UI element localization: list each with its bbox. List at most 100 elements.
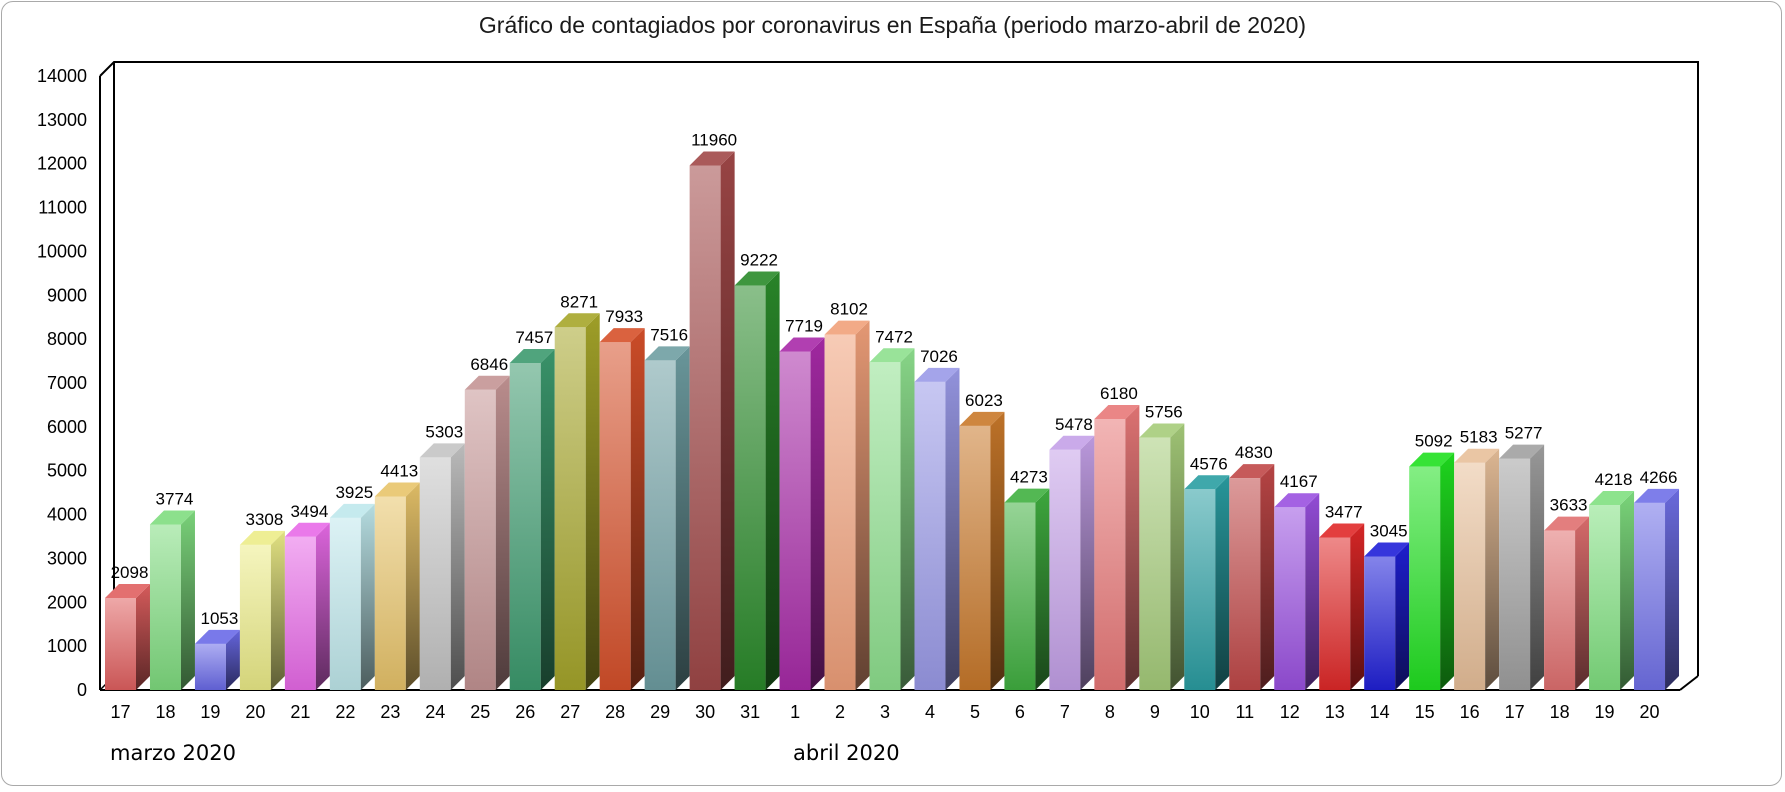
bar-side-face (270, 530, 285, 690)
bar-top-face (1094, 404, 1140, 419)
bar (914, 367, 960, 690)
chart-title: Gráfico de contagiados por coronavirus e… (478, 12, 1307, 38)
bar-front-face (1229, 478, 1261, 690)
x-group-labels: marzo 2020 abril 2020 (110, 741, 900, 765)
value-label: 4830 (1235, 443, 1273, 462)
bar (599, 328, 645, 690)
bar-side-face (1350, 523, 1365, 690)
bar-top-face (1499, 444, 1545, 459)
y-tick-label: 1000 (47, 636, 87, 656)
bar-top-face (464, 375, 510, 390)
value-label: 4266 (1640, 468, 1678, 487)
bar-side-face (360, 503, 375, 690)
bar (1184, 475, 1230, 690)
x-tick-label: 25 (470, 702, 490, 722)
bar (1544, 516, 1590, 690)
bar-top-face (779, 337, 825, 352)
bar-side-face (1125, 404, 1140, 690)
bar-top-face (1409, 452, 1455, 467)
bar-side-face (900, 348, 915, 690)
bar-front-face (599, 342, 631, 690)
value-label: 7026 (920, 347, 958, 366)
bar-side-face (315, 522, 330, 690)
x-tick-label: 18 (1550, 702, 1570, 722)
bar-front-face (194, 643, 226, 690)
y-tick-label: 3000 (47, 548, 87, 568)
bar-top-face (1364, 542, 1410, 557)
floor-right-edge (1679, 675, 1699, 691)
bar-top-face (914, 367, 960, 382)
bar-side-face (765, 271, 780, 690)
bar-front-face (239, 544, 271, 690)
bar-side-face (810, 337, 825, 690)
x-tick-label: 3 (880, 702, 890, 722)
bar-front-face (1589, 505, 1621, 690)
bar (419, 443, 465, 690)
value-label: 4167 (1280, 472, 1318, 491)
bars (105, 151, 1680, 690)
bar-side-face (1485, 448, 1500, 690)
x-tick-label: 30 (695, 702, 715, 722)
x-tick-label: 13 (1325, 702, 1345, 722)
x-tick-label: 22 (335, 702, 355, 722)
back-wall-border (99, 61, 1699, 676)
bar-side-face (1170, 423, 1185, 690)
bar-side-face (405, 482, 420, 690)
bar-top-face (599, 328, 645, 343)
bar-front-face (1364, 556, 1396, 690)
x-tick-label: 14 (1370, 702, 1390, 722)
y-tick-label: 10000 (37, 241, 87, 261)
bar (1139, 423, 1185, 690)
value-label: 1053 (201, 609, 239, 628)
bar-top-face (1589, 491, 1635, 506)
bar-top-face (374, 482, 420, 497)
bar-front-face (1049, 449, 1081, 690)
bar (644, 346, 690, 690)
value-label: 6846 (470, 355, 508, 374)
x-group-label: marzo 2020 (110, 741, 236, 765)
bar-front-face (779, 351, 811, 690)
bar (869, 348, 915, 690)
bar-front-face (1409, 466, 1441, 690)
bar-top-face (284, 522, 330, 537)
x-tick-label: 23 (380, 702, 400, 722)
y-tick-label: 8000 (47, 329, 87, 349)
bar-front-face (509, 362, 541, 690)
value-label: 2098 (111, 563, 149, 582)
bar-side-face (990, 411, 1005, 690)
x-tick-label: 20 (1640, 702, 1660, 722)
bar-front-face (1319, 537, 1351, 690)
y-tick-label: 14000 (37, 66, 87, 86)
bar-top-face (689, 151, 735, 166)
bar-side-face (1080, 435, 1095, 690)
bar-top-face (1319, 523, 1365, 538)
bar (1274, 493, 1320, 690)
value-label: 3925 (335, 483, 373, 502)
bar-side-face (1305, 493, 1320, 690)
bar (284, 522, 330, 690)
value-label: 7933 (605, 307, 643, 326)
bar (959, 411, 1005, 690)
x-tick-label: 6 (1015, 702, 1025, 722)
bar-top-face (149, 510, 195, 525)
bar-front-face (1499, 458, 1531, 690)
bar-side-face (225, 629, 240, 690)
bar-front-face (734, 285, 766, 690)
x-tick-label: 1 (790, 702, 800, 722)
bar-side-face (180, 510, 195, 690)
bar-side-face (630, 328, 645, 690)
value-label: 3045 (1370, 521, 1408, 540)
bar-side-face (1260, 464, 1275, 690)
x-tick-label: 19 (200, 702, 220, 722)
value-label: 5277 (1505, 424, 1543, 443)
bar (689, 151, 735, 690)
bar-side-face (945, 367, 960, 690)
y-tick-label: 6000 (47, 417, 87, 437)
x-tick-label: 28 (605, 702, 625, 722)
bar-side-face (720, 151, 735, 690)
x-tick-label: 31 (740, 702, 760, 722)
bar-side-face (1530, 444, 1545, 690)
bar-side-face (1620, 491, 1635, 690)
bar-side-face (495, 375, 510, 690)
